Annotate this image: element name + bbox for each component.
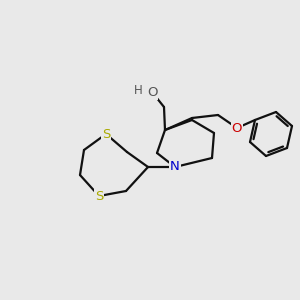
Text: S: S	[102, 128, 110, 140]
Text: N: N	[170, 160, 180, 173]
Text: S: S	[95, 190, 103, 202]
Text: O: O	[147, 85, 157, 98]
Text: O: O	[232, 122, 242, 134]
Text: H: H	[134, 83, 142, 97]
